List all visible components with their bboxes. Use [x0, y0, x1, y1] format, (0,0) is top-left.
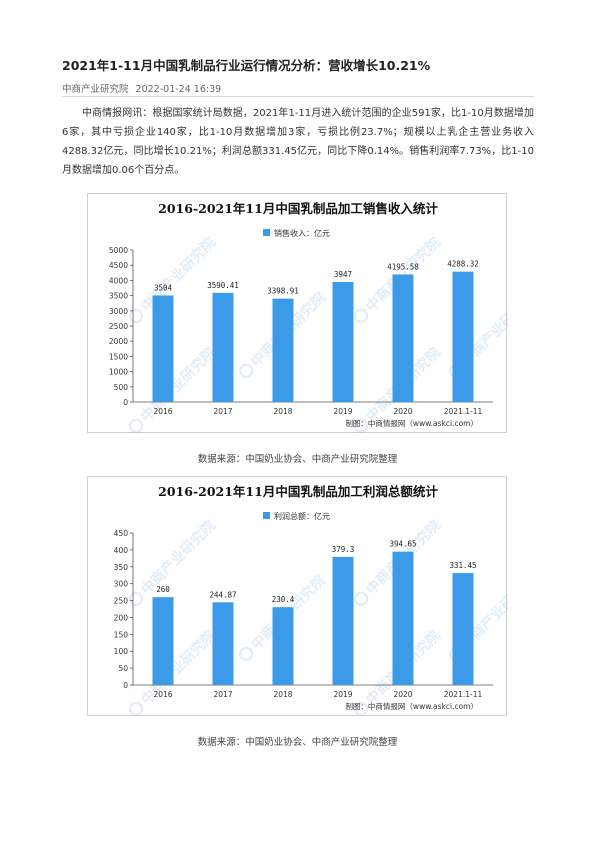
data-label: 3947	[334, 270, 352, 279]
y-tick-label: 3500	[109, 292, 128, 301]
bar	[392, 551, 414, 685]
bar	[272, 607, 294, 685]
watermark-logo-icon	[239, 646, 254, 661]
chart-svg: 中商产业研究院中商产业研究院中商产业研究院中商产业研究院中商产业研究院中商产业研…	[109, 201, 508, 433]
y-tick-label: 0	[123, 681, 128, 690]
legend-swatch	[263, 512, 270, 519]
data-label: 3398.91	[267, 287, 299, 296]
x-tick-label: 2016	[153, 407, 172, 416]
y-tick-label: 50	[118, 664, 128, 673]
article-date: 2022-01-24 16:39	[135, 84, 222, 95]
y-tick-label: 0	[123, 398, 128, 407]
bar	[152, 295, 174, 402]
x-tick-label: 2018	[273, 690, 292, 699]
chart-caption-revenue: 数据来源：中国奶业协会、中商产业研究院整理	[197, 454, 398, 465]
x-tick-label: 2016	[153, 690, 172, 699]
x-tick-label: 2017	[213, 690, 232, 699]
watermark-logo-icon	[129, 701, 144, 716]
y-tick-label: 150	[114, 630, 129, 639]
data-label: 230.4	[272, 595, 295, 604]
bar	[152, 597, 174, 685]
x-tick-label: 2020	[393, 690, 412, 699]
bar	[332, 556, 354, 685]
y-tick-label: 450	[114, 529, 129, 538]
data-label: 244.87	[209, 590, 236, 599]
watermark-text: 中商产业研究院	[138, 344, 219, 425]
bar	[452, 573, 474, 685]
bar	[452, 271, 474, 402]
bar	[332, 282, 354, 402]
y-tick-label: 4500	[109, 261, 128, 270]
y-tick-label: 400	[114, 546, 129, 555]
data-label: 331.45	[449, 561, 476, 570]
watermark-logo-icon	[354, 591, 369, 606]
y-tick-label: 2000	[109, 337, 128, 346]
x-tick-label: 2021.1-11	[444, 690, 483, 699]
legend-label: 销售收入：亿元	[274, 228, 330, 238]
bar	[212, 292, 234, 402]
chart-caption-profit: 数据来源：中国奶业协会、中商产业研究院整理	[197, 737, 398, 748]
watermark-logo-icon	[354, 418, 369, 433]
article-title: 2021年1-11月中国乳制品行业运行情况分析：营收增长10.21%	[62, 58, 431, 73]
y-tick-label: 3000	[109, 307, 128, 316]
chart-svg: 中商产业研究院中商产业研究院中商产业研究院中商产业研究院中商产业研究院中商产业研…	[114, 484, 508, 716]
x-tick-label: 2021.1-11	[444, 407, 483, 416]
chart-title: 2016-2021年11月中国乳制品加工利润总额统计	[158, 484, 438, 499]
x-tick-label: 2019	[333, 407, 352, 416]
y-tick-label: 200	[114, 613, 129, 622]
chart-title: 2016-2021年11月中国乳制品加工销售收入统计	[158, 201, 438, 216]
y-tick-label: 100	[114, 647, 129, 656]
data-label: 3504	[154, 283, 173, 292]
watermark-text: 中商产业研究院	[138, 627, 219, 708]
data-label: 394.65	[389, 540, 416, 549]
bar	[272, 298, 294, 402]
watermark: 中商产业研究院	[129, 517, 219, 606]
watermark-text: 中商产业研究院	[138, 234, 219, 315]
article-paragraph: 中商情报网讯：根据国家统计局数据，2021年1-11月进入统计范围的企业591家…	[62, 108, 534, 176]
chart-credit: 制图：中商情报网（www.askci.com）	[345, 701, 478, 711]
y-tick-label: 500	[114, 383, 129, 392]
watermark-logo-icon	[129, 418, 144, 433]
watermark-logo-icon	[354, 308, 369, 323]
revenue-chart: 中商产业研究院中商产业研究院中商产业研究院中商产业研究院中商产业研究院中商产业研…	[87, 193, 508, 433]
watermark-text: 中商产业研究院	[138, 517, 219, 598]
divider	[62, 96, 534, 97]
y-tick-label: 1500	[109, 352, 128, 361]
profit-chart: 中商产业研究院中商产业研究院中商产业研究院中商产业研究院中商产业研究院中商产业研…	[87, 476, 508, 716]
y-tick-label: 350	[114, 563, 129, 572]
y-tick-label: 4000	[109, 276, 128, 285]
y-tick-label: 2500	[109, 322, 128, 331]
data-label: 379.3	[332, 545, 355, 554]
watermark-logo-icon	[129, 591, 144, 606]
y-tick-label: 250	[114, 597, 129, 606]
legend-swatch	[263, 229, 270, 236]
x-tick-label: 2020	[393, 407, 412, 416]
article-source[interactable]: 中商产业研究院	[62, 84, 129, 95]
bar	[392, 274, 414, 402]
x-tick-label: 2019	[333, 690, 352, 699]
data-label: 4288.32	[447, 260, 479, 269]
y-tick-label: 1000	[109, 368, 128, 377]
data-label: 260	[156, 585, 170, 594]
bar	[212, 602, 234, 685]
x-tick-label: 2017	[213, 407, 232, 416]
data-label: 4195.58	[387, 262, 419, 271]
y-tick-label: 300	[114, 580, 129, 589]
watermark-logo-icon	[354, 701, 369, 716]
watermark-logo-icon	[239, 363, 254, 378]
watermark-logo-icon	[129, 308, 144, 323]
x-tick-label: 2018	[273, 407, 292, 416]
data-label: 3590.41	[207, 281, 239, 290]
chart-credit: 制图：中商情报网（www.askci.com）	[345, 418, 478, 428]
article-meta: 中商产业研究院 2022-01-24 16:39	[62, 81, 221, 95]
y-tick-label: 5000	[109, 246, 128, 255]
legend-label: 利润总额：亿元	[274, 511, 330, 521]
